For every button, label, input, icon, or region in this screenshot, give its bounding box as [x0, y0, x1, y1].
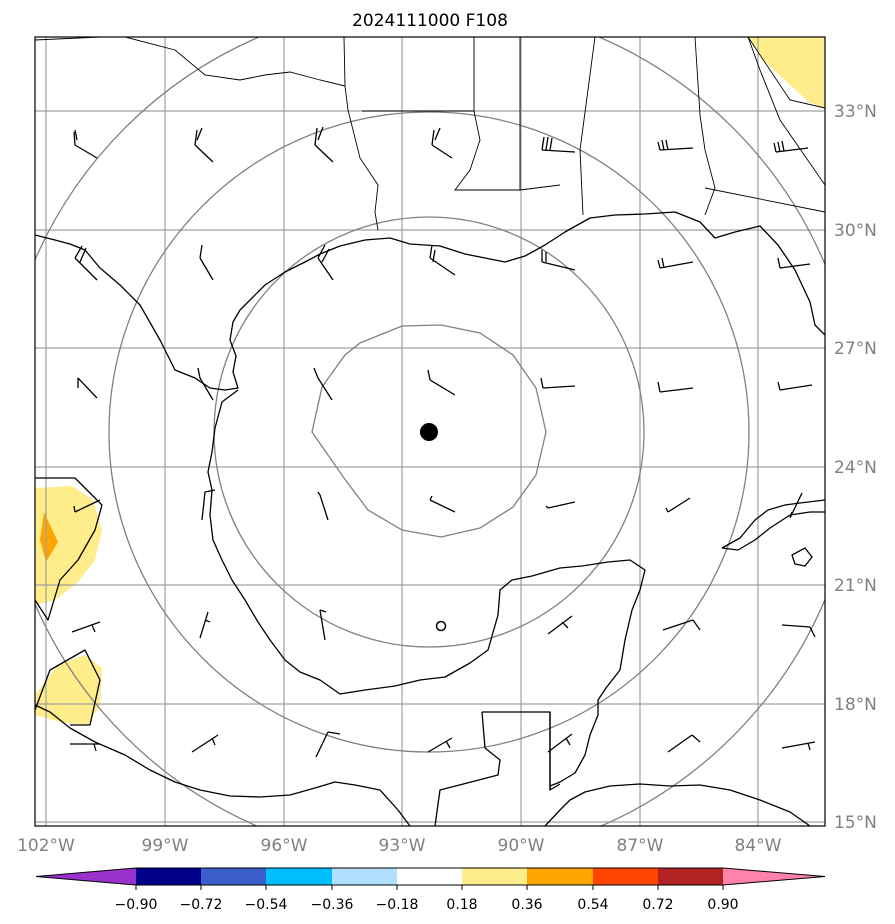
- lat-tick-label: 18°N: [834, 695, 877, 715]
- colorbar-label: −0.54: [245, 897, 288, 913]
- lat-tick-label: 33°N: [834, 102, 877, 122]
- colorbar-segment: [266, 868, 332, 885]
- lat-tick-label: 21°N: [834, 576, 877, 596]
- colorbar-segment: [527, 868, 593, 885]
- wind-barbs: [70, 126, 816, 758]
- border-belize: [549, 712, 561, 791]
- colorbar-label: 0.36: [511, 897, 542, 913]
- mexico-pacific-coast: [35, 704, 411, 826]
- gridlines: [35, 37, 825, 826]
- lat-tick-label: 27°N: [834, 339, 877, 359]
- border-gt-2: [434, 711, 501, 826]
- lon-tick-label: 84°W: [735, 836, 782, 856]
- border-mx-us: [35, 477, 103, 621]
- colorbar-label: 0.54: [577, 897, 608, 913]
- range-ring-1: [311, 324, 547, 538]
- colorbar-extend-high: [723, 868, 825, 885]
- map-area: [35, 37, 825, 826]
- shade-west-lower: [35, 655, 102, 725]
- shade-ne-corner: [748, 37, 825, 108]
- lon-tick-label: 99°W: [142, 836, 189, 856]
- cuba-south-coast: [721, 511, 825, 551]
- us-gulf-coast: [35, 211, 825, 391]
- colorbar-segment: [593, 868, 658, 885]
- lon-tick-label: 90°W: [498, 836, 545, 856]
- colorbar-segment: [462, 868, 527, 885]
- colorbar-label: −0.18: [376, 897, 419, 913]
- cuba-coast: [721, 499, 825, 549]
- colorbar-label: 0.90: [707, 897, 738, 913]
- colorbar-label: −0.36: [311, 897, 354, 913]
- lon-tick-label: 93°W: [379, 836, 426, 856]
- colorbar-segments: [35, 867, 826, 886]
- colorbar-extend-low: [36, 868, 136, 885]
- colorbar-label: −0.90: [115, 897, 158, 913]
- colorbar-labels: −0.90 −0.72 −0.54 −0.36 −0.18 0.18 0.36 …: [115, 897, 739, 913]
- storm-center-marker: [420, 423, 438, 441]
- map-frame: [34, 36, 826, 827]
- shade-west-upper: [35, 486, 102, 605]
- colorbar-ticks: [135, 885, 724, 890]
- lat-tick-label: 15°N: [834, 813, 877, 833]
- border-mx-us-2: [35, 649, 101, 726]
- colorbar-segment: [201, 868, 266, 885]
- lon-tick-label: 87°W: [617, 836, 664, 856]
- shade-west-upper-core: [40, 512, 58, 562]
- lat-tick-labels: 33°N 30°N 27°N 24°N 21°N 18°N 15°N: [834, 102, 877, 833]
- mexico-gulf-coast: [207, 389, 646, 787]
- shaded-anomaly-regions: [35, 37, 825, 725]
- colorbar-label: 0.72: [642, 897, 673, 913]
- colorbar-label: −0.72: [180, 897, 223, 913]
- secondary-marker: [435, 620, 447, 632]
- colorbar-segment: [397, 868, 462, 885]
- colorbar-segment: [332, 868, 397, 885]
- colorbar: −0.90 −0.72 −0.54 −0.36 −0.18 0.18 0.36 …: [35, 867, 826, 913]
- coastlines: [35, 211, 825, 826]
- lat-tick-label: 24°N: [834, 458, 877, 478]
- lat-tick-label: 30°N: [834, 221, 877, 241]
- colorbar-segment: [658, 868, 723, 885]
- island-1: [791, 547, 813, 567]
- colorbar-label: 0.18: [446, 897, 477, 913]
- colorbar-segment: [136, 868, 201, 885]
- lon-tick-labels: 102°W 99°W 96°W 93°W 90°W 87°W 84°W: [17, 836, 782, 856]
- figure-title: 2024111000 F108: [352, 11, 508, 31]
- lon-tick-label: 96°W: [261, 836, 308, 856]
- central-america-coast: [544, 783, 811, 826]
- lon-tick-label: 102°W: [17, 836, 75, 856]
